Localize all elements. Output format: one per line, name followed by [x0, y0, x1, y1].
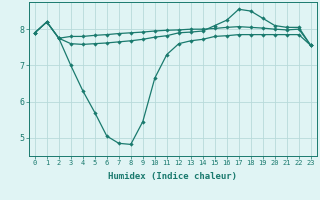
X-axis label: Humidex (Indice chaleur): Humidex (Indice chaleur)	[108, 172, 237, 181]
